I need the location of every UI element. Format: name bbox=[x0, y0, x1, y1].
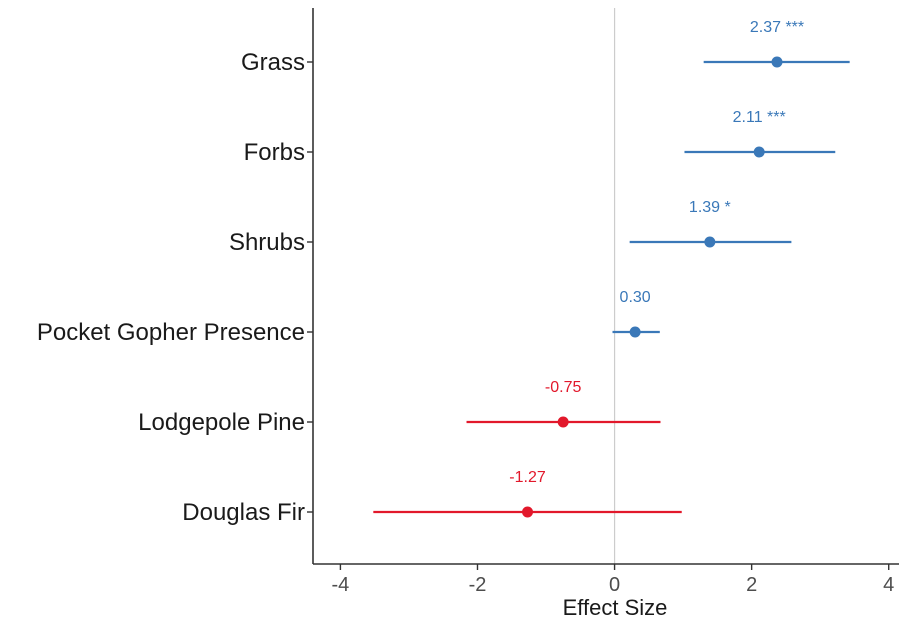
x-tick-label: 4 bbox=[883, 574, 894, 596]
x-tick-label: 0 bbox=[609, 574, 620, 596]
point-estimate bbox=[771, 56, 783, 68]
estimate-label: 2.11 *** bbox=[733, 109, 786, 126]
x-tick-label: -4 bbox=[332, 574, 350, 596]
category-label: Pocket Gopher Presence bbox=[37, 319, 305, 346]
point-estimate bbox=[704, 236, 716, 248]
category-label: Douglas Fir bbox=[182, 499, 305, 526]
point-estimate bbox=[522, 506, 534, 518]
estimate-label: 0.30 bbox=[620, 289, 651, 306]
estimate-label: -0.75 bbox=[545, 379, 582, 396]
category-label: Grass bbox=[241, 49, 305, 76]
x-tick-label: 2 bbox=[746, 574, 757, 596]
x-tick-label: -2 bbox=[469, 574, 487, 596]
point-estimate bbox=[557, 416, 569, 428]
category-label: Shrubs bbox=[229, 229, 305, 256]
category-label: Forbs bbox=[244, 139, 305, 166]
estimate-label: 2.37 *** bbox=[750, 19, 804, 36]
point-estimate bbox=[753, 146, 765, 158]
estimate-label: 1.39 * bbox=[689, 199, 731, 216]
x-axis-title: Effect Size bbox=[563, 595, 668, 620]
category-label: Lodgepole Pine bbox=[138, 409, 305, 436]
point-estimate bbox=[629, 326, 641, 338]
estimate-label: -1.27 bbox=[509, 469, 546, 486]
